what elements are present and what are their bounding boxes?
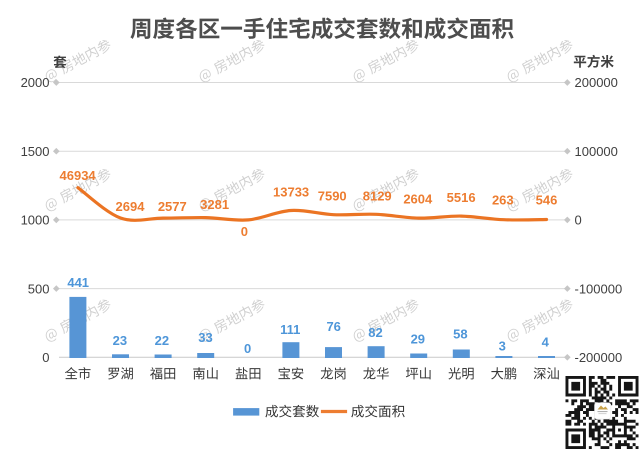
svg-text:29: 29 <box>411 331 425 346</box>
svg-text:33: 33 <box>198 330 212 345</box>
svg-text:500: 500 <box>28 281 50 296</box>
svg-text:8129: 8129 <box>363 189 392 204</box>
svg-text:76: 76 <box>326 319 340 334</box>
svg-text:0: 0 <box>42 350 49 365</box>
svg-text:3281: 3281 <box>200 197 229 212</box>
svg-text:0: 0 <box>575 213 582 228</box>
svg-text:2694: 2694 <box>116 199 146 214</box>
svg-text:58: 58 <box>453 327 467 342</box>
svg-text:3: 3 <box>499 339 506 354</box>
svg-text:-200000: -200000 <box>575 350 623 365</box>
svg-text:2577: 2577 <box>158 199 187 214</box>
svg-text:0: 0 <box>241 224 248 239</box>
svg-text:4: 4 <box>542 334 550 349</box>
svg-text:111: 111 <box>280 322 300 337</box>
svg-text:263: 263 <box>492 193 514 208</box>
svg-text:46934: 46934 <box>60 168 97 183</box>
svg-text:23: 23 <box>113 333 127 348</box>
svg-text:546: 546 <box>536 193 558 208</box>
svg-text:1500: 1500 <box>21 144 50 159</box>
svg-text:7590: 7590 <box>318 189 347 204</box>
svg-text:2000: 2000 <box>21 75 50 90</box>
svg-text:82: 82 <box>368 325 382 340</box>
svg-text:0: 0 <box>244 341 251 356</box>
svg-text:-100000: -100000 <box>575 281 623 296</box>
svg-text:2604: 2604 <box>403 191 433 206</box>
svg-text:5516: 5516 <box>447 190 476 205</box>
svg-text:200000: 200000 <box>575 75 618 90</box>
svg-text:100000: 100000 <box>575 144 618 159</box>
svg-text:22: 22 <box>155 333 169 348</box>
svg-text:13733: 13733 <box>273 185 309 200</box>
svg-text:1000: 1000 <box>21 213 50 228</box>
svg-text:441: 441 <box>67 275 89 290</box>
